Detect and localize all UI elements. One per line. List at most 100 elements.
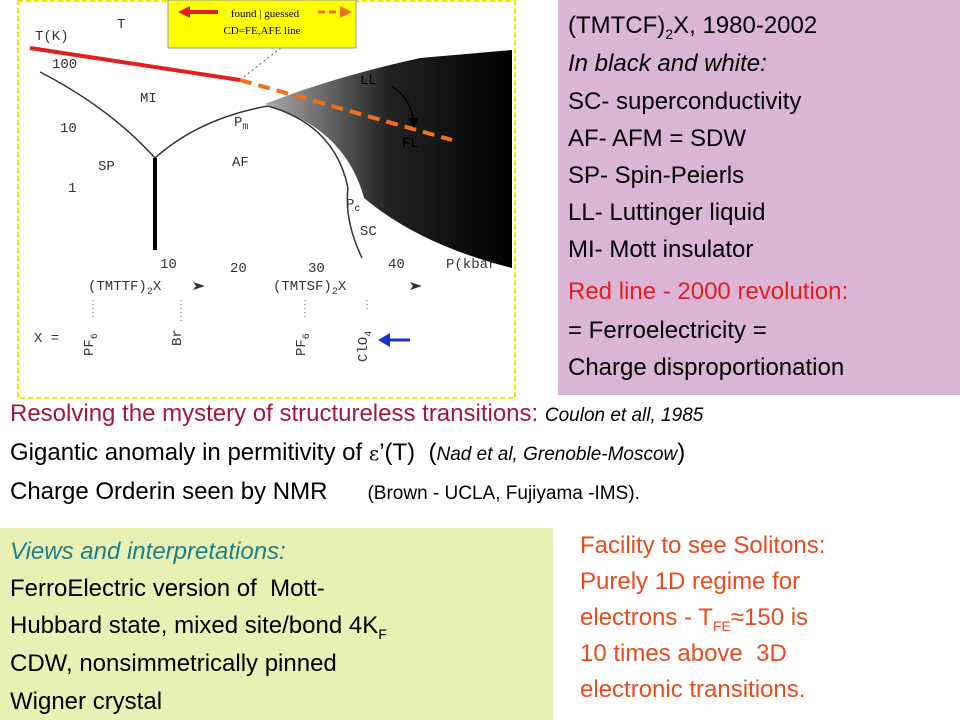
soliton-main: electrons - T [580,604,713,631]
views-line: FerroElectric version of Mott- [10,575,325,602]
blue-arrow-head [378,333,390,347]
family-sub: 2 [147,287,153,298]
finding: Charge Orderin seen by NMR (Brown - UCLA… [10,478,640,506]
family-arrow [193,282,205,290]
sc-boundary [346,187,363,259]
title-suffix: X, 1980-2002 [673,12,818,39]
soliton-line: Facility to see Solitons: [580,532,826,559]
anion-sub: 6 [302,333,313,339]
anion-label: PF6 [82,333,101,356]
finding-text: ’(T) ( [379,439,437,466]
finding-text: ) [677,439,686,466]
phase-diagram: found | guessed CD=FE,AFE line T(K) 100 … [17,0,516,399]
finding-lead: Charge Orderin seen by NMR [10,478,328,505]
anion-label: ClO4 [356,331,375,362]
soliton-sub: FE [712,617,731,634]
finding-ref: Coulon et all, 1985 [544,405,704,426]
y-tick-label: 100 [52,57,77,73]
x-tick-label: 40 [388,257,405,273]
finding-symbol: ε [368,441,380,465]
point-label: Pc [346,197,360,215]
x-tick-label: 20 [230,261,247,277]
y-tick-label: 10 [60,121,77,137]
point-sub: c [354,204,360,215]
region-label: AF [232,155,249,171]
info-line: In black and white: [568,50,767,77]
legend-box [167,0,357,49]
region-label: SP [98,159,115,175]
found-line [29,46,241,82]
family-suffix: X [338,279,347,295]
anion-sub: 4 [364,331,375,337]
family-sub: 2 [332,287,338,298]
mi-boundary [39,71,156,159]
title-sub: 2 [665,25,674,42]
info-title: (TMTCF)2X, 1980-2002 [568,12,817,42]
anion-main: PF [294,339,310,356]
soliton-line: 10 times above 3D [580,640,787,667]
anion-label: Br [170,329,186,346]
family-suffix: X [153,279,162,295]
views-main: Hubbard state, mixed site/bond 4K [10,612,379,639]
info-line: Charge disproportionation [568,354,845,381]
finding-ref: Nad et al, Grenoble-Moscow [436,444,678,465]
finding: Gigantic anomaly in permitivity of ε’(T)… [10,439,685,467]
info-line: Red line - 2000 revolution: [568,278,849,305]
soliton-line: Purely 1D regime for [580,568,801,595]
finding: Resolving the mystery of structureless t… [10,400,703,428]
anion-label: PF6 [294,333,313,356]
family-label: (TMTTF)2X [88,279,162,298]
region-label: LL [360,73,377,89]
point-sub: m [242,122,248,133]
region-label: SC [360,224,377,240]
family-main: (TMTSF) [273,279,332,295]
info-line: LL- Luttinger liquid [568,199,766,226]
finding-lead: Gigantic anomaly in permitivity of [10,439,369,466]
region-label: FL [402,136,419,152]
soliton-after: ≈150 is [730,604,809,631]
legend-found-head [178,6,190,18]
views-line: CDW, nonsimmetrically pinned [10,650,337,677]
soliton-line: electronic transitions. [580,676,806,703]
views-line: Hubbard state, mixed site/bond 4KF [10,612,387,642]
region-label: MI [140,91,157,107]
anion-main: PF [82,339,98,356]
title-main: (TMTCF) [568,12,666,39]
info-line: SC- superconductivity [568,88,802,115]
anion-main: ClO [356,337,372,362]
y-tick-label: 1 [68,181,76,197]
info-line: = Ferroelectricity = [568,317,767,344]
info-line: SP- Spin-Peierls [568,162,745,189]
info-line: MI- Mott insulator [568,236,754,263]
views-sub: F [378,625,387,642]
views-heading: Views and interpretations: [10,538,286,565]
family-label: (TMTSF)2X [273,279,347,298]
info-line: AF- AFM = SDW [568,125,747,152]
y-axis-label: T(K) [35,29,69,45]
x-tick-label: 10 [160,257,177,273]
sp-boundary [154,105,269,159]
views-line: Wigner crystal [10,688,163,715]
point-main: P [234,115,242,131]
point-label: Pm [234,115,248,133]
legend-text: found | guessed [231,8,300,20]
ll-arrow-head [408,118,419,128]
anion-leaders [92,300,368,322]
views-box: Views and interpretations: FerroElectric… [0,528,553,720]
x-label: X = [34,331,59,347]
family-arrow [410,282,422,290]
x-axis-label: P(kbar [446,257,496,273]
af-boundary [267,105,349,189]
x-tick-label: 30 [308,261,325,277]
region-label: T [117,17,125,33]
legend-guessed-head [340,6,352,18]
finding-lead: Resolving the mystery of structureless t… [10,400,539,427]
anion-sub: 6 [90,333,101,339]
legend-text: CD=FE,AFE line [223,25,300,37]
ll-region [265,50,512,268]
point-main: P [346,197,354,213]
family-main: (TMTTF) [88,279,147,295]
info-box: (TMTCF)2X, 1980-2002 In black and white:… [558,0,960,395]
soliton-line: electrons - TFE≈150 is [580,604,808,634]
